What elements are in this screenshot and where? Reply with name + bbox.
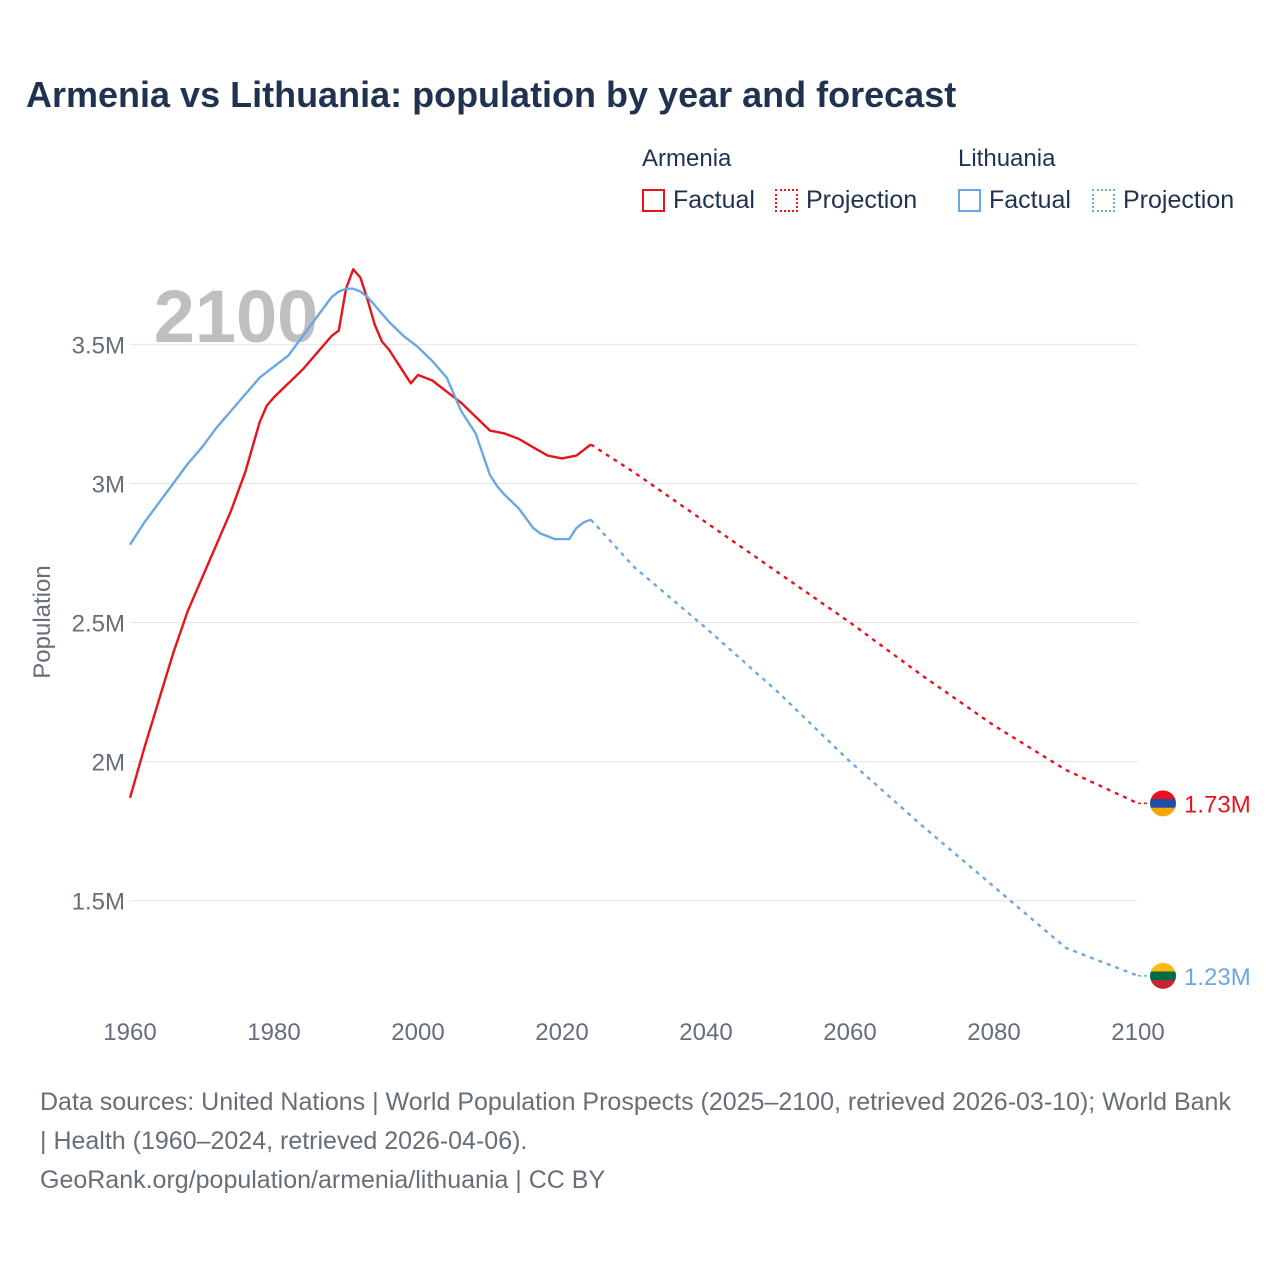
- legend-lithuania-projection[interactable]: Projection: [1092, 186, 1234, 214]
- legend-lithuania-factual[interactable]: Factual: [958, 186, 1071, 214]
- legend-swatch-dotted: [1092, 188, 1115, 212]
- legend-swatch-solid: [958, 188, 981, 212]
- armenia-factual-line[interactable]: [128, 268, 592, 799]
- y-tick-label: 1.5M: [72, 889, 125, 916]
- footer-sources: Data sources: United Nations | World Pop…: [40, 1088, 1231, 1155]
- x-tick-label: 2040: [679, 1019, 732, 1046]
- armenia-end-label: 1.73M: [1184, 791, 1251, 818]
- lithuania-projection-line[interactable]: [589, 518, 1139, 977]
- chart-title: Armenia vs Lithuania: population by year…: [26, 74, 957, 115]
- series: [128, 268, 1139, 977]
- x-tick-label: 1960: [103, 1019, 156, 1046]
- legend-label: Factual: [989, 185, 1071, 214]
- legend-swatch-solid: [642, 188, 665, 212]
- legend-armenia-projection[interactable]: Projection: [775, 186, 917, 214]
- end-markers: 1.73M 1.23M: [1138, 790, 1251, 991]
- year-watermark: 2100: [154, 275, 319, 358]
- lithuania-factual-line[interactable]: [128, 287, 592, 546]
- armenia-projection-line[interactable]: [590, 443, 1139, 805]
- armenia-flag-icon: [1150, 790, 1176, 817]
- x-tick-label: 2080: [967, 1019, 1020, 1046]
- gridlines: [130, 343, 1138, 902]
- footer: Data sources: United Nations | World Pop…: [40, 1083, 1240, 1200]
- legend-label: Projection: [806, 185, 918, 214]
- footer-credit[interactable]: GeoRank.org/population/armenia/lithuania…: [40, 1166, 606, 1194]
- lithuania-flag-icon: [1150, 962, 1176, 989]
- legend-label: Factual: [673, 185, 755, 214]
- y-tick-label: 2M: [92, 750, 125, 777]
- lithuania-end-label: 1.23M: [1184, 964, 1251, 991]
- y-tick-label: 3M: [92, 471, 125, 498]
- legend-armenia-factual[interactable]: Factual: [642, 186, 755, 214]
- y-axis-title: Population: [29, 565, 56, 678]
- x-tick-label: 1980: [247, 1019, 300, 1046]
- legend-group-armenia: Armenia: [642, 145, 732, 172]
- x-tick-label: 2000: [391, 1019, 444, 1046]
- legend-label: Projection: [1123, 185, 1235, 214]
- x-tick-label: 2060: [823, 1019, 876, 1046]
- legend-group-lithuania: Lithuania: [958, 145, 1056, 172]
- x-tick-label: 2100: [1111, 1019, 1164, 1046]
- axes: 1.5M 2M 2.5M 3M 3.5M 1960 1980 2000 2020 2040 2060…: [72, 332, 1165, 1046]
- x-tick-label: 2020: [535, 1019, 588, 1046]
- legend-swatch-dotted: [775, 188, 798, 212]
- y-tick-label: 3.5M: [72, 332, 125, 359]
- y-tick-label: 2.5M: [72, 611, 125, 638]
